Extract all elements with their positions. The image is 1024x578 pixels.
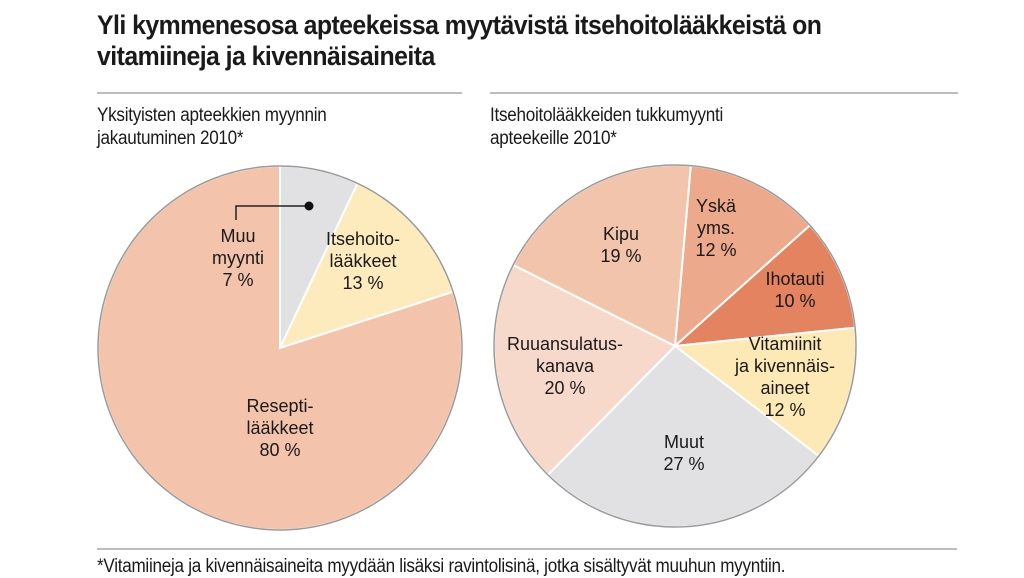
slice-label: Itsehoito-lääkkeet 13 % — [326, 229, 400, 293]
right-chart-title: Itsehoitolääkkeiden tukkumyynti apteekei… — [490, 105, 724, 149]
slice-label: Resepti-lääkkeet 80 % — [246, 396, 313, 460]
slice-label: Vitamiinit ja kivennäis-aineet 12 % — [734, 334, 835, 420]
pie-outline — [493, 164, 857, 528]
divider — [97, 92, 462, 94]
page-title: Yli kymmenesosa apteekeissa myytävistä i… — [97, 10, 822, 71]
divider — [97, 548, 957, 550]
slice-label: Muut 27 % — [663, 432, 704, 474]
slice-label: Ruuansulatus-kanava 20 % — [507, 334, 623, 398]
pie-outline — [97, 165, 463, 531]
slice-label: Ihotauti 10 % — [765, 269, 824, 311]
slice-label: Kipu 19 % — [600, 224, 641, 266]
leader-dot — [304, 201, 314, 211]
left-chart-title: Yksityisten apteekkien myynnin jakautumi… — [97, 105, 327, 149]
slice-label: Yskä yms. 12 % — [695, 196, 737, 260]
footnote: *Vitamiineja ja kivennäisaineita myydään… — [97, 556, 786, 577]
leader-line — [235, 205, 309, 220]
slice-label: Muu myynti 7 % — [212, 226, 264, 290]
divider — [490, 92, 958, 94]
